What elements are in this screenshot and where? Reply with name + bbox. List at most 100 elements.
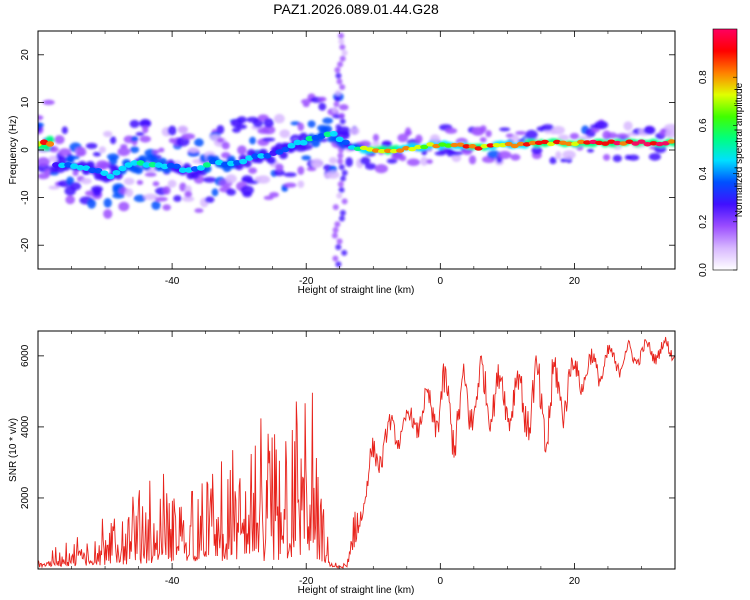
spectrogram-stripe xyxy=(338,215,345,222)
spectrogram-ridge-core xyxy=(209,158,218,165)
spectrogram-stripe xyxy=(338,112,345,119)
spectrogram-blob xyxy=(103,209,113,219)
spectrogram-ridge-core xyxy=(70,163,79,170)
spectrogram-blob xyxy=(139,120,151,126)
spectrogram-blob xyxy=(49,146,59,153)
spectrogram-blob xyxy=(184,191,193,198)
colorbar-tick-label: 0.6 xyxy=(698,118,709,132)
spectrogram-ridge-core xyxy=(257,153,266,159)
spectrogram-stripe xyxy=(336,78,343,85)
spectrogram-blob xyxy=(173,195,182,202)
spectrogram-blob xyxy=(80,177,92,185)
spectrogram-blob xyxy=(182,196,195,202)
spectrogram-ridge-halo xyxy=(266,156,276,165)
spectrogram-blob xyxy=(226,188,236,196)
spectrogram-ridge-core xyxy=(438,142,447,147)
spectrogram-blob xyxy=(262,125,276,135)
spectrogram-blob xyxy=(627,154,640,161)
spectrogram-ridge-core xyxy=(480,144,489,149)
spectrogram-blob xyxy=(279,129,291,139)
spectrogram-blob xyxy=(188,147,199,153)
spectrogram-stripe xyxy=(338,164,345,171)
spectrogram-blob xyxy=(129,146,140,154)
spectrogram-blob xyxy=(558,134,570,141)
spectrogram-data xyxy=(38,32,675,268)
spectrogram-blob xyxy=(449,151,463,156)
x-tick-label: 20 xyxy=(569,576,581,587)
y-tick-label: 20 xyxy=(20,49,31,61)
spectrogram-ridge-core xyxy=(595,140,604,146)
spectrogram-blob xyxy=(66,176,75,186)
spectrogram-ridge-core xyxy=(40,139,49,146)
spectrogram-ridge-core xyxy=(124,162,133,168)
spectrogram-blob xyxy=(612,154,622,163)
spectrogram-blob xyxy=(221,141,230,150)
spectrogram-blob xyxy=(136,180,144,185)
spectrogram-blob xyxy=(510,153,521,161)
spectrogram-blob xyxy=(216,137,225,143)
spectrogram-blob xyxy=(297,122,305,132)
spectrogram-ridge-core xyxy=(311,135,320,141)
chart-title: PAZ1.2026.089.01.44.G28 xyxy=(273,1,439,17)
spectrogram-blob xyxy=(103,198,112,208)
spectrogram-blob xyxy=(345,157,353,167)
spectrogram-ridge-core xyxy=(643,142,652,147)
snr-y-label: SNR (10 * v/v) xyxy=(8,418,19,482)
spectrogram-blob xyxy=(236,124,247,130)
spectrogram-blob xyxy=(451,153,462,163)
spectrogram-blob xyxy=(485,130,492,138)
spectrogram-ridge-core xyxy=(293,139,302,146)
spectrogram-blob xyxy=(216,124,225,135)
spectrogram-ridge-core xyxy=(88,167,97,174)
spectrogram-ridge-core xyxy=(365,147,374,152)
spectrogram-ridge-core xyxy=(106,173,115,180)
spectrogram-blob xyxy=(194,208,204,213)
spectrogram-ridge-core xyxy=(607,139,616,144)
spectrogram-blob xyxy=(372,140,380,147)
spectrogram-ridge-halo xyxy=(57,155,67,164)
spectrogram-ridge-core xyxy=(172,163,181,170)
colorbar: 0.0 0.2 0.4 0.6 0.8 Normalized spectral ampl… xyxy=(698,28,745,277)
spectrogram-panel: -40 -20 0 20 -20 -10 0 10 20 Height of straight… xyxy=(8,30,676,296)
spectrogram-ridge-core xyxy=(667,139,675,144)
colorbar-tick-label: 0.4 xyxy=(698,166,709,180)
spectrogram-ridge-core xyxy=(492,142,501,148)
spectrogram-blob xyxy=(103,130,113,138)
spectrogram-blob xyxy=(152,149,160,155)
spectrogram-ridge-core xyxy=(317,133,326,139)
spectrogram-blob xyxy=(372,133,380,142)
colorbar-tick-label: 0.2 xyxy=(698,214,709,228)
spectrogram-blob xyxy=(38,122,44,129)
spectrogram-blob xyxy=(479,136,487,143)
x-tick-label: 0 xyxy=(438,576,444,587)
colorbar-ticks: 0.0 0.2 0.4 0.6 0.8 xyxy=(698,70,737,277)
spectrogram-blob xyxy=(256,175,271,184)
spectrogram-ridge-core xyxy=(559,140,568,145)
spectrogram-blob xyxy=(318,96,327,102)
spectrogram-ridge-core xyxy=(384,148,393,153)
spectrogram-stripe xyxy=(335,124,342,131)
spectrogram-blob xyxy=(249,136,256,145)
spectrogram-blob xyxy=(360,156,371,165)
spectrogram-ridge-core xyxy=(402,146,411,151)
spectrogram-blob xyxy=(72,170,79,176)
y-tick-label: -20 xyxy=(20,238,31,253)
spectrogram-ridge-core xyxy=(510,143,519,149)
spectrogram-ridge-core xyxy=(130,160,139,166)
spectrogram-ridge-core xyxy=(408,146,417,152)
spectrogram-ridge-core xyxy=(233,159,242,166)
spectrogram-ridge-core xyxy=(184,167,193,173)
spectrogram-blob xyxy=(65,195,75,205)
spectrogram-stripe xyxy=(335,89,342,96)
spectrogram-blob xyxy=(269,191,279,198)
y-tick-label: 6000 xyxy=(20,344,31,367)
spectrogram-ridge-core xyxy=(227,160,236,167)
spectrogram-blob xyxy=(338,104,349,111)
spectrogram-ridge-core xyxy=(353,146,362,151)
spectrogram-ridge-core xyxy=(474,146,483,151)
spectrogram-stripe xyxy=(339,84,346,91)
spectrogram-ridge-core xyxy=(540,139,549,145)
spectrogram-stripe xyxy=(339,118,346,125)
spectrogram-blob xyxy=(386,158,398,164)
